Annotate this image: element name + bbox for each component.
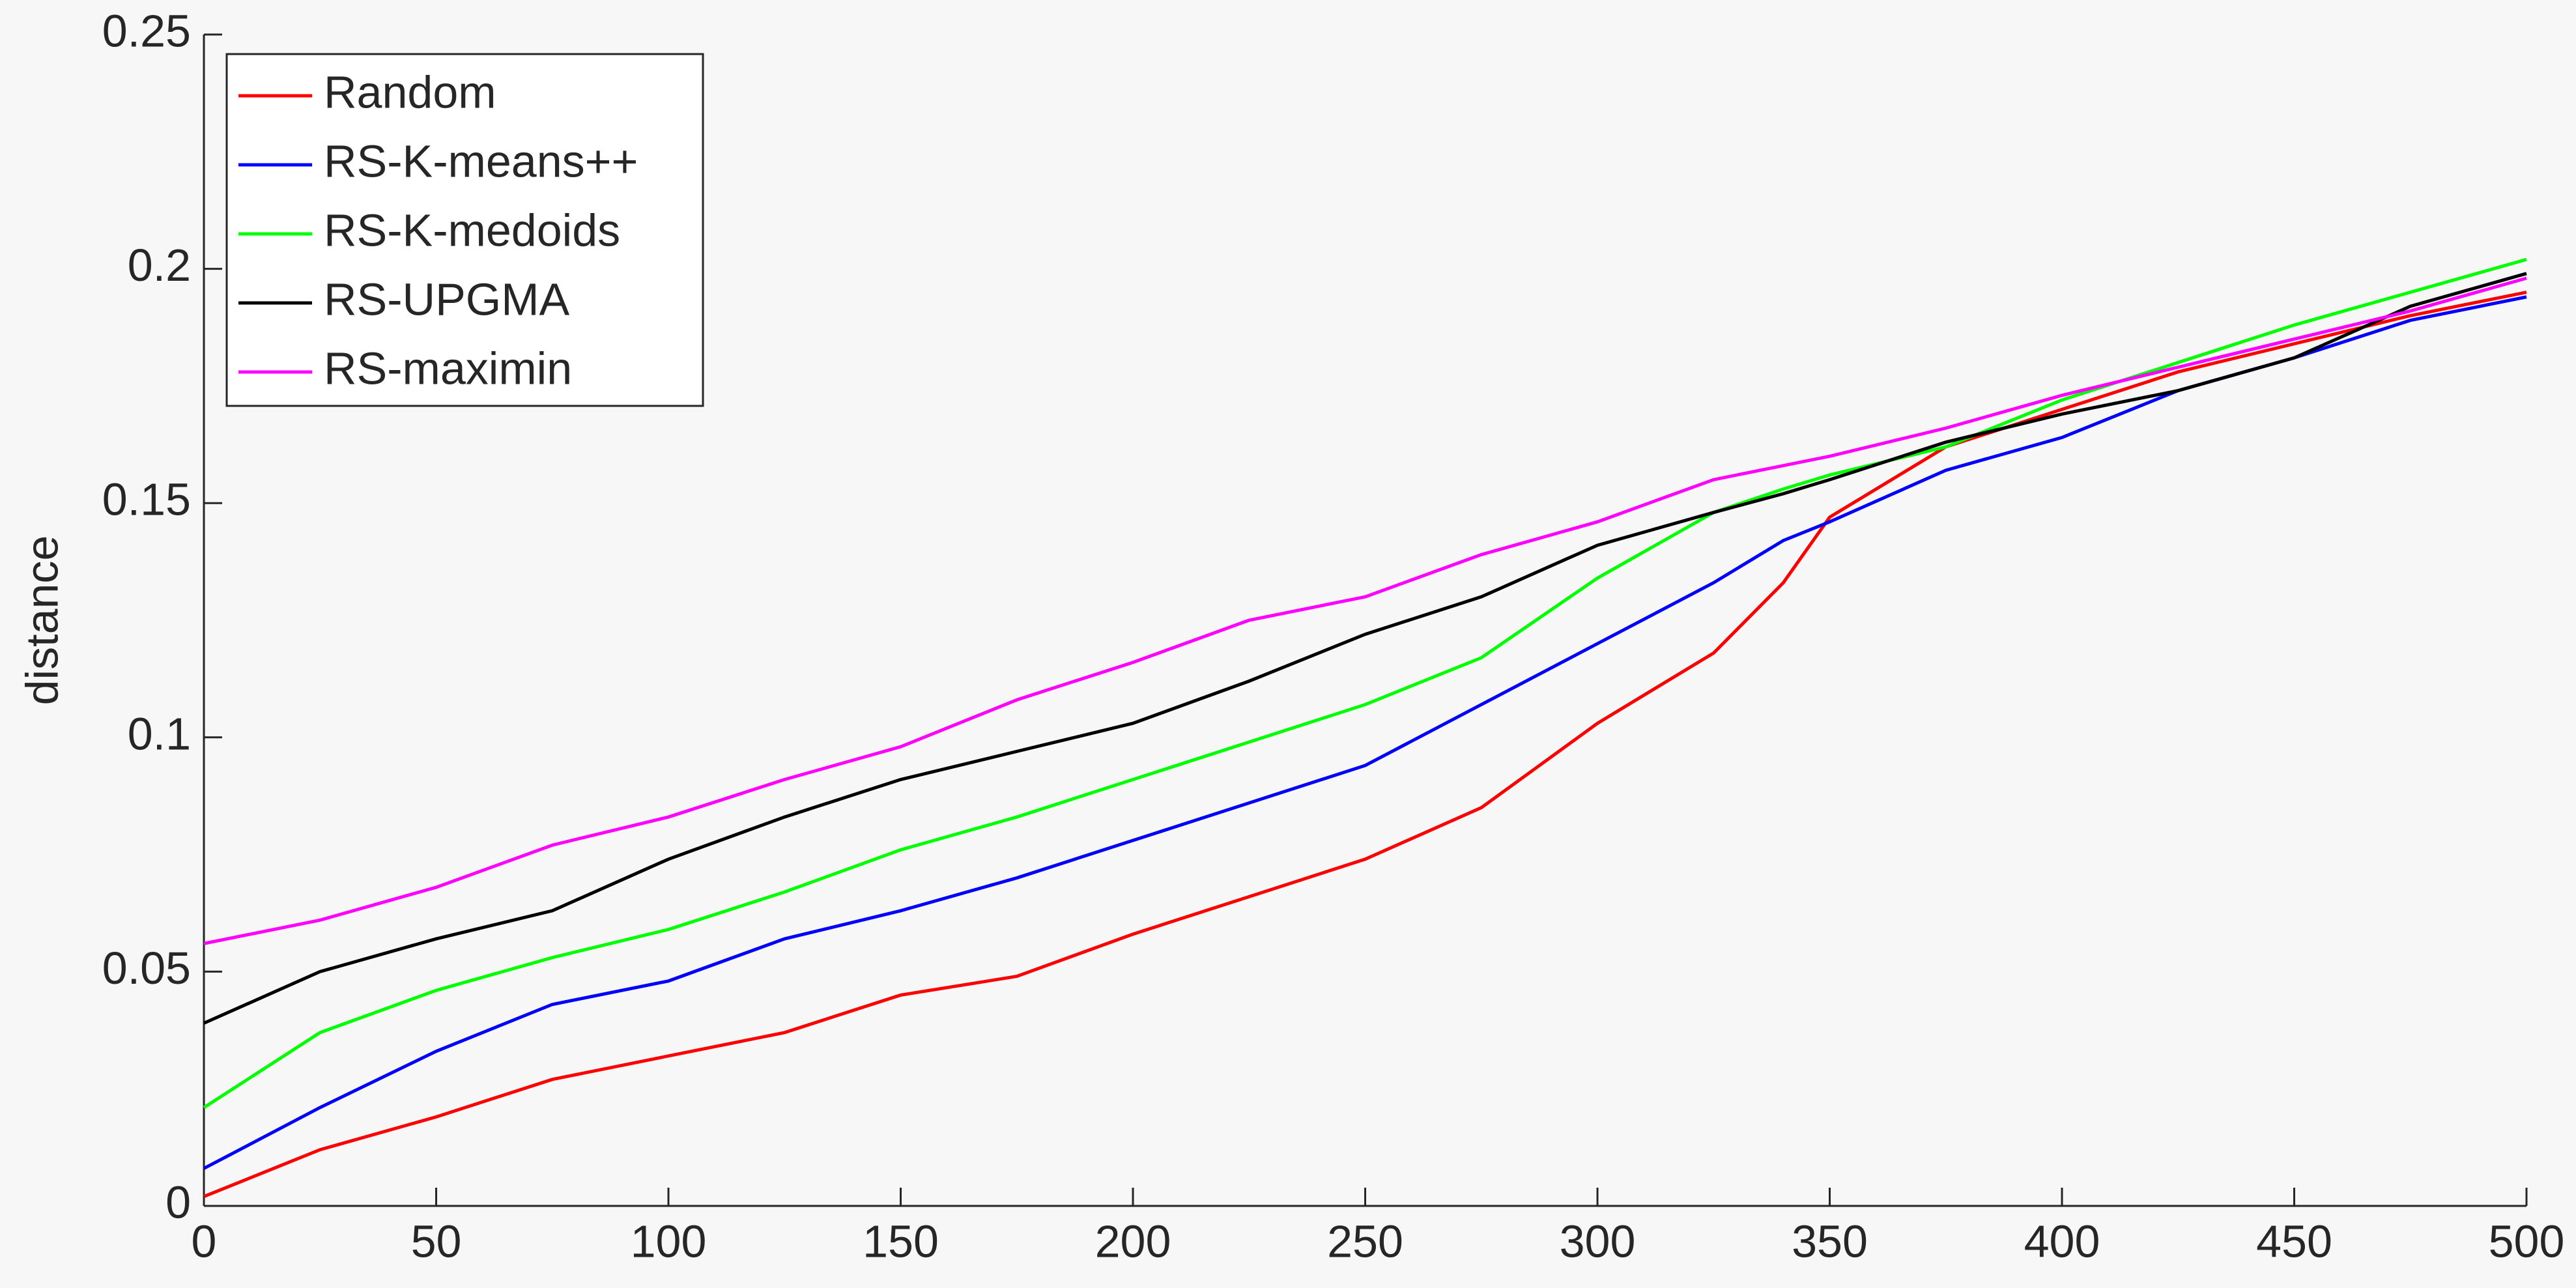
y-tick-label: 0.1	[128, 708, 191, 759]
y-tick-label: 0.2	[128, 240, 191, 291]
x-tick-label: 450	[2256, 1216, 2332, 1267]
x-tick-label: 100	[631, 1216, 707, 1267]
x-tick-label: 500	[2489, 1216, 2565, 1267]
x-tick-label: 300	[1560, 1216, 1636, 1267]
legend-label: RS-K-medoids	[324, 205, 620, 255]
series-line	[203, 272, 2527, 1025]
y-axis-label: distance	[16, 536, 67, 706]
legend-label: RS-K-means++	[324, 136, 638, 186]
y-tick-label: 0	[165, 1177, 191, 1227]
y-tick-label: 0.05	[102, 943, 191, 994]
legend-label: RS-UPGMA	[324, 274, 570, 324]
x-tick-label: 250	[1327, 1216, 1403, 1267]
legend-label: Random	[324, 66, 496, 117]
x-tick-label: 150	[863, 1216, 939, 1267]
x-tick-label: 50	[411, 1216, 462, 1267]
y-tick-label: 0.15	[102, 474, 191, 525]
x-tick-label: 0	[192, 1216, 217, 1267]
series-line	[203, 295, 2527, 1170]
legend-box	[225, 53, 704, 407]
legend-label: RS-maximin	[324, 343, 572, 394]
x-tick-label: 200	[1095, 1216, 1171, 1267]
series-line	[203, 291, 2527, 1198]
y-tick-label: 0.25	[102, 5, 191, 56]
x-tick-label: 400	[2024, 1216, 2100, 1267]
x-tick-label: 350	[1792, 1216, 1868, 1267]
series-line	[203, 276, 2527, 945]
